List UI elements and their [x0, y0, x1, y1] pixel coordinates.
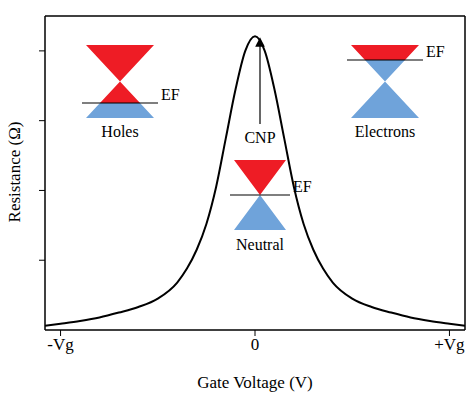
svg-text:-Vg: -Vg [47, 335, 74, 354]
svg-text:EF: EF [161, 86, 180, 103]
svg-text:Holes: Holes [101, 123, 138, 140]
svg-text:0: 0 [251, 335, 260, 354]
svg-text:Neutral: Neutral [236, 236, 285, 253]
svg-text:Electrons: Electrons [355, 123, 415, 140]
svg-text:EF: EF [426, 43, 445, 60]
svg-text:CNP: CNP [244, 129, 275, 146]
svg-text:Resistance (Ω): Resistance (Ω) [5, 122, 24, 223]
svg-text:+Vg: +Vg [434, 335, 465, 354]
svg-text:Gate Voltage (V): Gate Voltage (V) [197, 373, 313, 392]
svg-text:EF: EF [293, 178, 312, 195]
